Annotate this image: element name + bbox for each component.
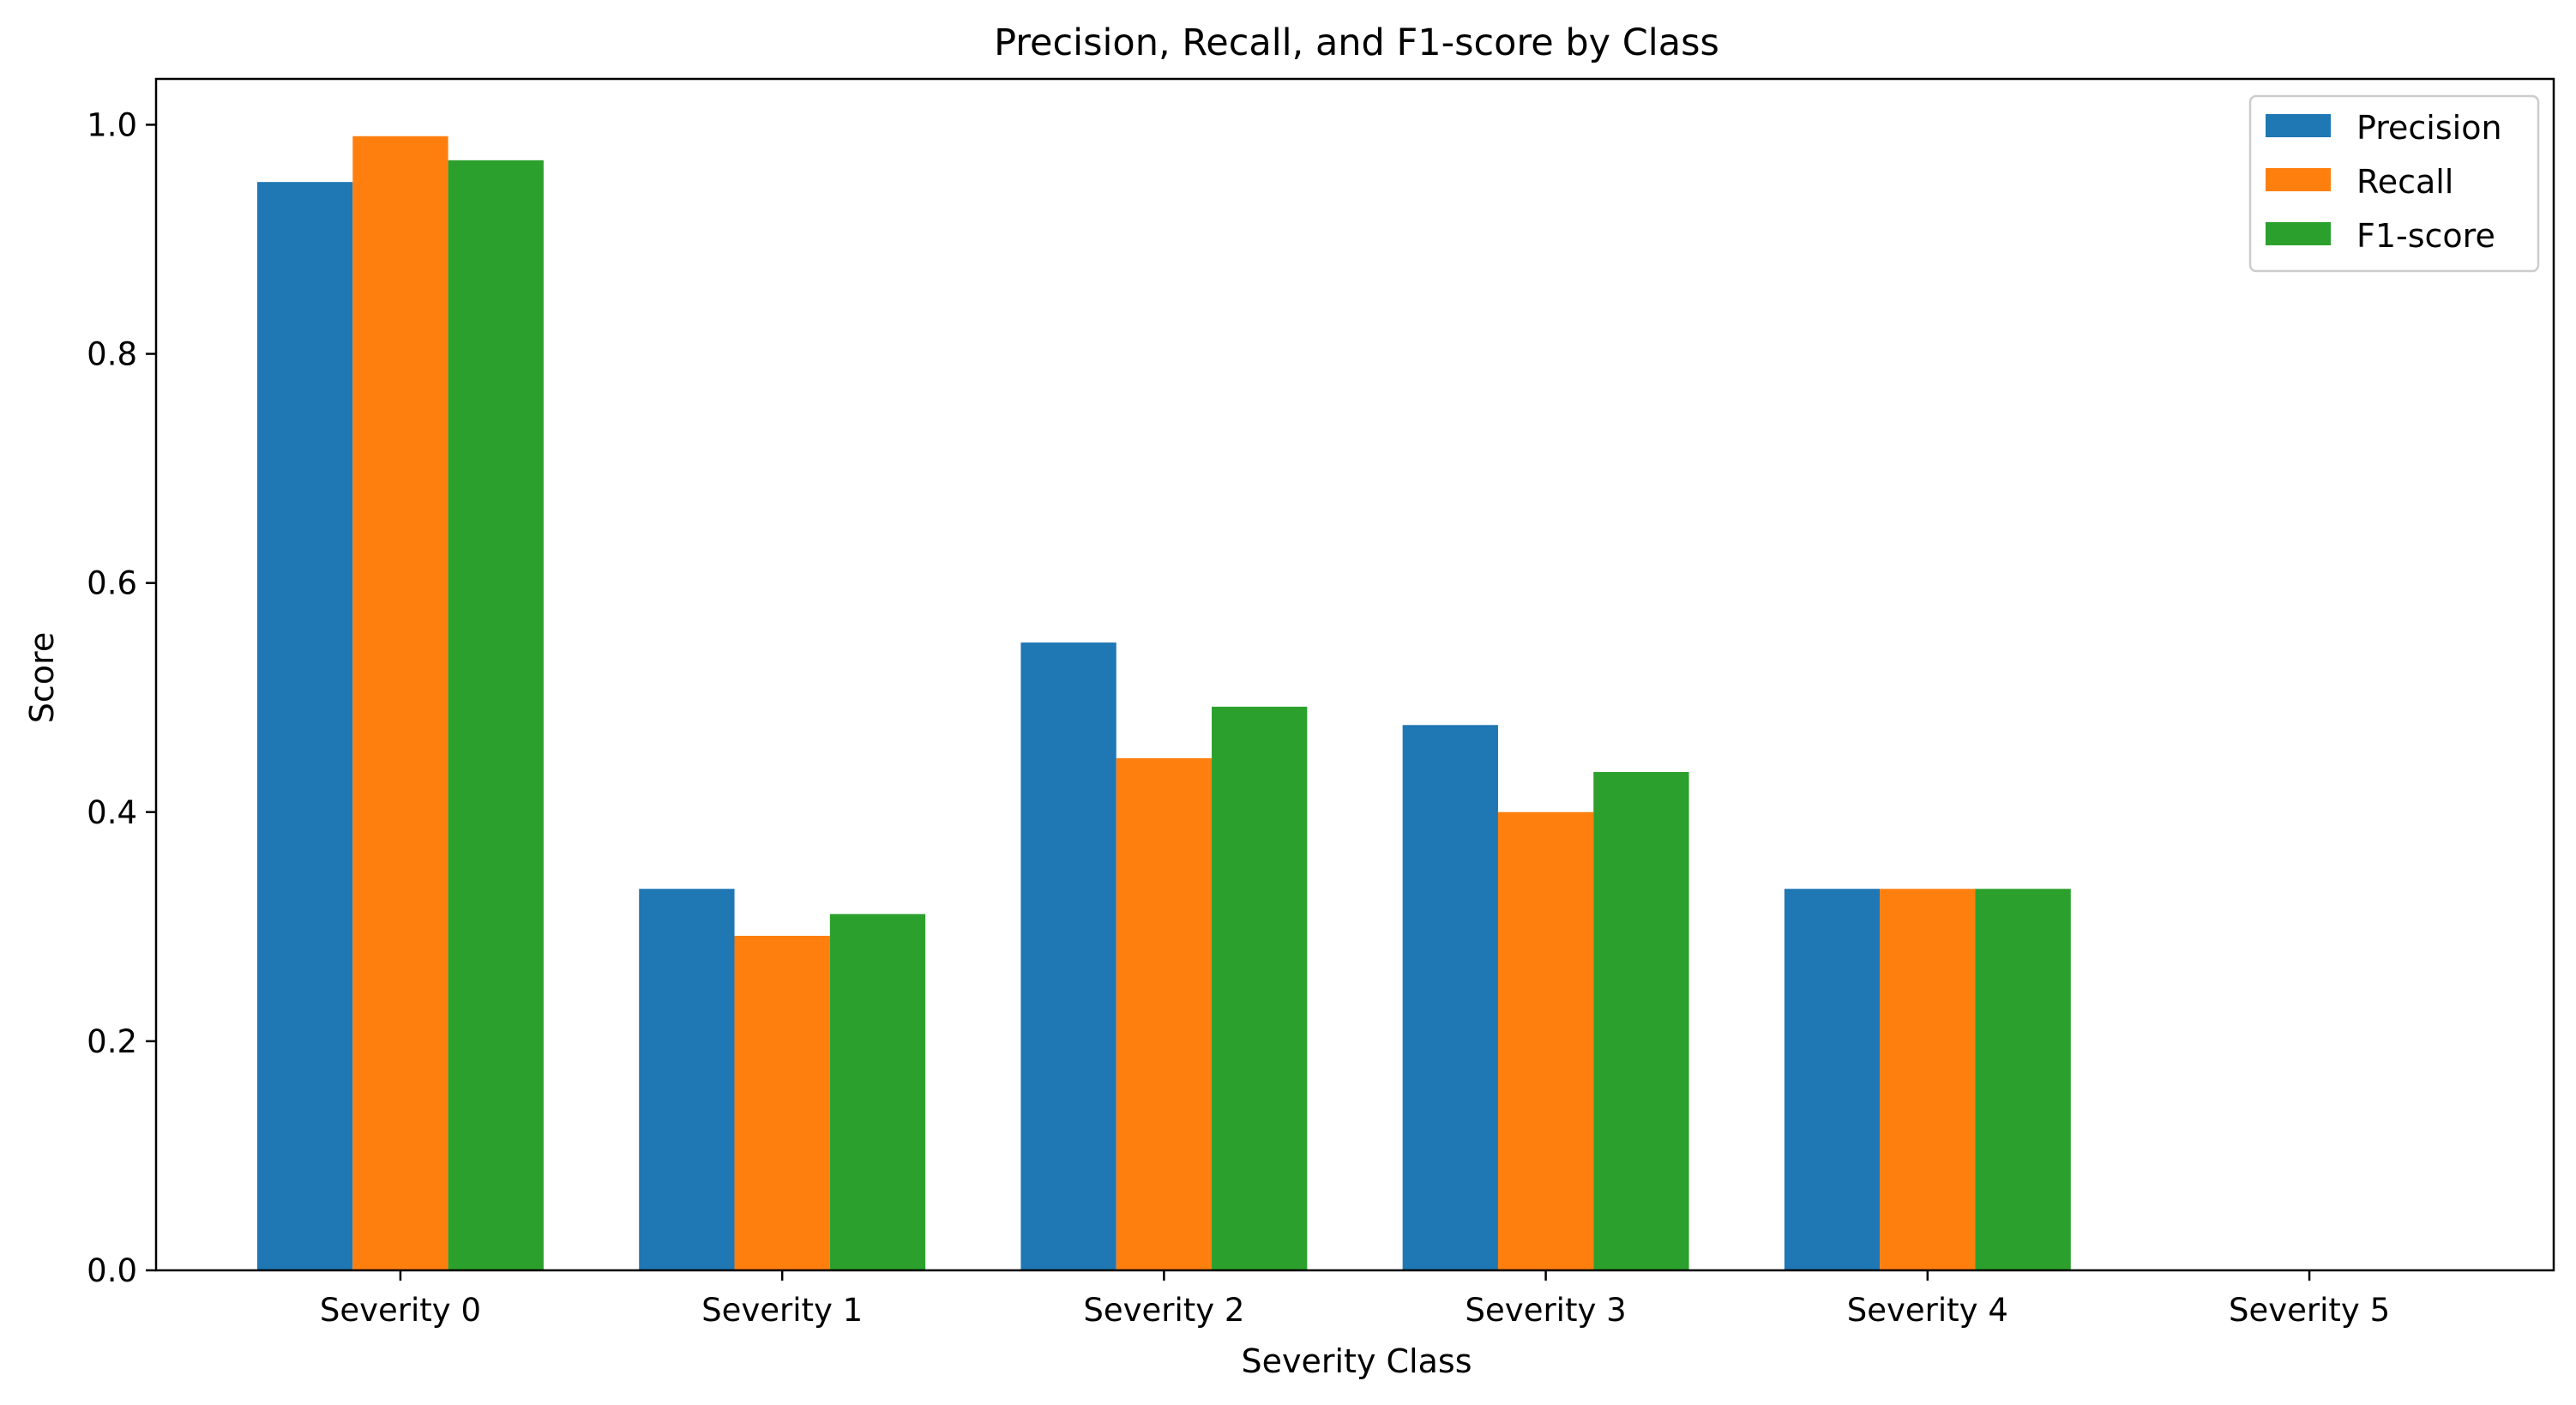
bar-f1-score-0 (448, 160, 544, 1271)
x-tick-label: Severity 1 (701, 1292, 863, 1329)
x-axis: Severity 0 Severity 1 Severity 2 Severity 3… (320, 1270, 2390, 1329)
y-tick-label: 0.6 (87, 565, 137, 602)
bar-recall-3 (1497, 811, 1594, 1270)
bar-precision-4 (1784, 889, 1881, 1270)
x-tick-label: Severity 2 (1083, 1292, 1244, 1329)
bar-recall-1 (734, 936, 830, 1270)
y-tick-label: 0.0 (87, 1252, 137, 1289)
bar-precision-1 (639, 889, 735, 1270)
x-tick-label: Severity 5 (2229, 1292, 2390, 1329)
bar-f1-score-2 (1212, 706, 1308, 1270)
bar-precision-3 (1402, 725, 1498, 1270)
legend-swatch-precision (2266, 114, 2331, 137)
bar-f1-score-3 (1593, 772, 1689, 1270)
x-tick-label: Severity 3 (1466, 1292, 1627, 1329)
plot-frame (154, 77, 2555, 1272)
legend-swatch-recall (2266, 168, 2331, 191)
y-tick-label: 0.2 (87, 1023, 137, 1060)
bar-f1-score-1 (829, 914, 926, 1270)
y-tick-label: 0.8 (87, 336, 137, 373)
y-axis: 0.0 0.2 0.4 0.6 0.8 1.0 (87, 106, 156, 1289)
bar-recall-0 (352, 136, 448, 1270)
chart-title: Precision, Recall, and F1-score by Class (994, 21, 1719, 64)
bar-recall-2 (1116, 758, 1213, 1270)
legend-label: Recall (2356, 163, 2453, 201)
bar-precision-0 (256, 182, 353, 1271)
legend-label: Precision (2356, 109, 2502, 147)
x-tick-label: Severity 0 (320, 1292, 481, 1329)
bar-precision-2 (1020, 642, 1116, 1270)
y-axis-label: Score (23, 632, 61, 723)
legend: Precision Recall F1-score (2248, 94, 2540, 273)
legend-swatch-f1-score (2266, 222, 2331, 245)
x-axis-label: Severity Class (1242, 1342, 1472, 1380)
legend-label: F1-score (2356, 217, 2495, 255)
y-tick-label: 1.0 (87, 106, 137, 143)
bar-f1-score-4 (1975, 889, 2071, 1270)
plot-area (154, 77, 2555, 1272)
y-tick-label: 0.4 (87, 794, 137, 831)
bar-recall-4 (1880, 889, 1976, 1270)
x-tick-label: Severity 4 (1847, 1292, 2008, 1329)
